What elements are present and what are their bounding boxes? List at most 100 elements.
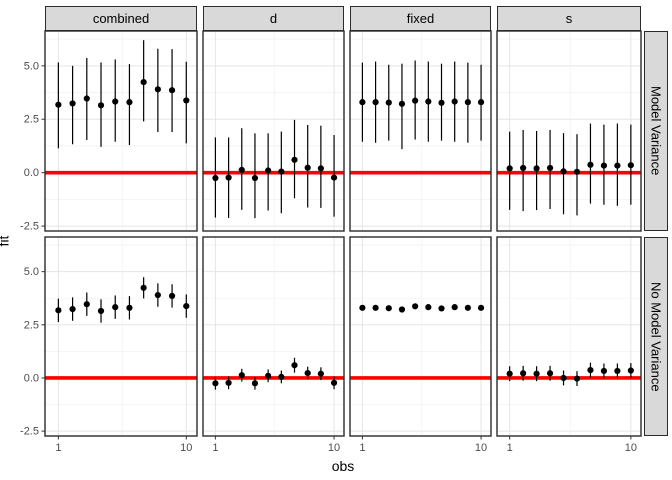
data-point bbox=[168, 292, 176, 299]
data-point bbox=[546, 370, 554, 377]
y-tick-label: 2.5 bbox=[24, 114, 39, 126]
facet-strip-label: No Model Variance bbox=[648, 281, 664, 392]
panel-combined-no-model-variance bbox=[44, 236, 198, 437]
panel-background bbox=[203, 237, 344, 436]
data-point bbox=[55, 307, 62, 314]
facet-strip-model-variance: Model Variance bbox=[644, 31, 668, 231]
data-point bbox=[533, 165, 540, 172]
data-point bbox=[412, 303, 419, 310]
data-point bbox=[251, 380, 259, 387]
data-point bbox=[438, 99, 445, 106]
y-tick-label: 5.0 bbox=[24, 266, 39, 278]
data-point bbox=[238, 372, 245, 379]
data-point bbox=[69, 305, 76, 313]
data-point bbox=[412, 97, 419, 104]
panel-border bbox=[349, 30, 492, 232]
data-point bbox=[587, 161, 594, 168]
data-point bbox=[546, 164, 554, 172]
data-point bbox=[212, 380, 219, 387]
data-point bbox=[55, 101, 62, 108]
data-point bbox=[265, 372, 272, 379]
data-point bbox=[614, 162, 621, 169]
data-point bbox=[317, 370, 324, 377]
y-tick-label: -2.5 bbox=[20, 426, 39, 438]
data-point bbox=[573, 375, 581, 382]
data-point bbox=[451, 304, 458, 311]
data-point bbox=[278, 168, 285, 175]
data-point bbox=[168, 87, 176, 94]
panel-background bbox=[203, 31, 344, 231]
x-tick-label: 1 bbox=[212, 442, 218, 454]
data-point bbox=[560, 374, 567, 382]
panel-border bbox=[44, 236, 198, 437]
data-point bbox=[627, 162, 634, 169]
panel-background bbox=[45, 31, 197, 231]
data-point bbox=[83, 95, 90, 102]
data-point bbox=[520, 370, 527, 377]
panel-border bbox=[44, 30, 198, 232]
data-point bbox=[225, 379, 232, 386]
data-point bbox=[330, 174, 338, 181]
facet-strip-label: fixed bbox=[406, 11, 435, 26]
data-point bbox=[304, 369, 311, 377]
data-point bbox=[385, 99, 392, 106]
data-point bbox=[451, 98, 458, 105]
data-point bbox=[154, 86, 161, 93]
data-point bbox=[69, 100, 76, 107]
data-point bbox=[560, 168, 567, 175]
x-tick-label: 10 bbox=[328, 442, 340, 454]
y-tick-label: 5.0 bbox=[24, 60, 39, 72]
panel-d-model-variance bbox=[202, 30, 345, 232]
panel-background bbox=[350, 237, 491, 436]
facet-strip-s: s bbox=[497, 6, 641, 31]
data-point bbox=[627, 367, 634, 374]
data-point bbox=[251, 174, 259, 182]
data-point bbox=[126, 304, 133, 311]
panel-combined-model-variance bbox=[44, 30, 198, 232]
panel-background bbox=[497, 237, 641, 436]
data-point bbox=[330, 379, 338, 386]
data-point bbox=[520, 164, 527, 172]
data-point bbox=[83, 301, 90, 308]
facet-strip-label: d bbox=[269, 11, 278, 26]
axes: 5.0 2.5 0.0 -2.5 5.0 2.5 0.0 -2.5 1 10 1 10 1 10 1 10 bbox=[20, 60, 637, 454]
data-point bbox=[600, 162, 608, 169]
facet-strip-d: d bbox=[203, 6, 344, 31]
data-point bbox=[291, 362, 298, 369]
data-point bbox=[425, 98, 432, 105]
data-point bbox=[112, 98, 119, 105]
data-point bbox=[398, 100, 406, 107]
data-point bbox=[477, 99, 485, 106]
x-tick-label: 10 bbox=[625, 442, 637, 454]
data-point bbox=[359, 304, 366, 311]
data-point bbox=[183, 302, 190, 310]
data-point bbox=[506, 165, 513, 172]
data-point bbox=[359, 99, 366, 106]
y-tick-label: 0.0 bbox=[24, 372, 39, 384]
data-point bbox=[464, 99, 471, 106]
x-tick-label: 1 bbox=[55, 442, 61, 454]
data-point bbox=[140, 78, 147, 86]
data-point bbox=[291, 156, 298, 163]
data-point bbox=[238, 166, 245, 173]
data-point bbox=[97, 102, 105, 109]
panel-background bbox=[350, 31, 491, 231]
data-point bbox=[600, 367, 608, 375]
y-tick-label: 0.0 bbox=[24, 167, 39, 179]
panel-border bbox=[202, 30, 345, 232]
data-point bbox=[372, 304, 379, 311]
data-point bbox=[573, 168, 581, 175]
x-axis-title: obs bbox=[331, 458, 355, 474]
data-point bbox=[265, 167, 272, 174]
data-point bbox=[438, 305, 445, 312]
data-point bbox=[385, 305, 392, 312]
panel-fixed-no-model-variance bbox=[349, 236, 492, 437]
data-point bbox=[317, 165, 324, 172]
y-axis-title: fit bbox=[0, 235, 12, 247]
panel-background bbox=[497, 31, 641, 231]
x-tick-label: 10 bbox=[180, 442, 192, 454]
data-point bbox=[183, 97, 190, 104]
panel-fixed-model-variance bbox=[349, 30, 492, 232]
